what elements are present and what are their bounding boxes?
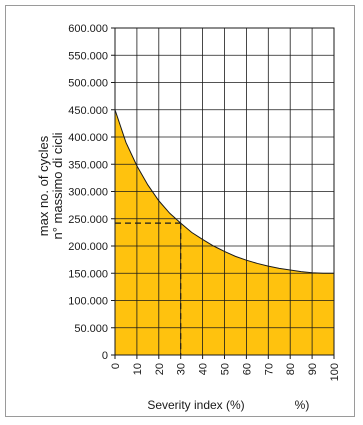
y-tick-label: 500.000	[68, 78, 108, 90]
x-tick-label: 10	[132, 363, 144, 375]
x-axis-label: Severity index (%)	[147, 398, 244, 412]
y-tick-label: 250.000	[68, 214, 108, 226]
x-tick-label: 80	[285, 363, 297, 375]
y-tick-label: 0	[102, 350, 108, 362]
area-fill	[115, 109, 334, 355]
x-tick-label: 40	[198, 363, 210, 375]
y-tick-label: 550.000	[68, 50, 108, 62]
y-tick-label: 50.000	[74, 323, 108, 335]
y-axis-label-it: n° massimo di cicli	[50, 132, 65, 239]
x-axis-unit: %)	[295, 398, 310, 412]
x-tick-label: 50	[220, 363, 232, 375]
y-tick-label: 350.000	[68, 159, 108, 171]
x-tick-label: 20	[154, 363, 166, 375]
x-tick-label: 60	[241, 363, 253, 375]
y-axis-label-en: max no. of cycles	[36, 135, 51, 236]
y-tick-label: 450.000	[68, 105, 108, 117]
x-tick-label: 90	[307, 363, 319, 375]
y-tick-label: 150.000	[68, 268, 108, 280]
y-tick-label: 400.000	[68, 132, 108, 144]
series-line	[114, 109, 334, 274]
y-tick-label: 600.000	[68, 23, 108, 35]
y-tick-label: 100.000	[68, 296, 108, 308]
x-tick-label: 100	[329, 363, 341, 381]
y-tick-label: 300.000	[68, 187, 108, 199]
y-tick-label: 200.000	[68, 241, 108, 253]
chart-frame	[5, 5, 355, 417]
x-tick-label: 30	[176, 363, 188, 375]
x-tick-label: 70	[263, 363, 275, 375]
x-tick-label: 0	[110, 363, 122, 369]
